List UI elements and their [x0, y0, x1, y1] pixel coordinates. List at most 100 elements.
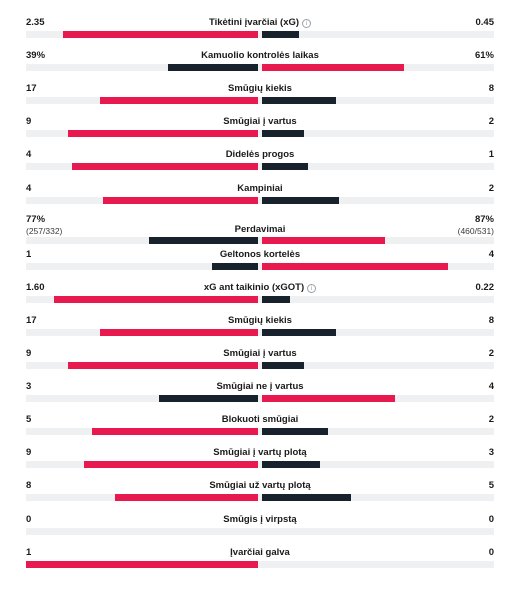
stat-label-text: Įvarčiai galva: [230, 546, 290, 558]
home-value: 39%: [26, 50, 46, 62]
away-bar: [262, 236, 386, 244]
away-value: 4: [488, 381, 494, 393]
stat-label-text: Blokuoti smūgiai: [221, 414, 299, 426]
home-value: 9: [26, 116, 32, 128]
stat-bar-track: [26, 97, 494, 105]
stat-bar-track: [26, 163, 494, 171]
away-bar: [262, 130, 305, 138]
stat-label-text: Smūgiai ne į vartus: [216, 381, 304, 393]
stat-label-text: Didelės progos: [225, 149, 295, 161]
home-bar: [167, 64, 258, 72]
stat-row: 1 0 Įvarčiai galva: [26, 547, 494, 575]
away-bar: [262, 328, 337, 336]
away-bar: [262, 428, 329, 436]
away-value: 3: [488, 447, 494, 459]
home-bar: [26, 560, 258, 568]
stat-bar-track: [26, 328, 494, 336]
stat-label-text: Smūgių kiekis: [228, 314, 292, 326]
home-value: 9: [26, 348, 32, 359]
home-bar: [100, 328, 258, 336]
stat-label: Smūgiai į vartus: [26, 116, 494, 127]
home-bar: [100, 97, 258, 105]
home-value: 1: [26, 546, 32, 558]
stat-label: xG ant taikinio (xGOT) i: [26, 282, 494, 293]
stat-row: 1 4 Geltonos kortelės: [26, 249, 494, 277]
stat-bar-track: [26, 428, 494, 436]
stat-bar-track: [26, 64, 494, 72]
stat-row: 77% 87% (257/332) (460/531) Perdavimai: [26, 213, 494, 244]
home-bar: [68, 130, 258, 138]
stat-label-text: Geltonos kortelės: [219, 248, 301, 260]
stat-bar-track: [26, 395, 494, 403]
stat-bar-track: [26, 31, 494, 38]
stat-row: 17 8 Smūgių kiekis: [26, 83, 494, 111]
away-value: 5: [488, 480, 494, 492]
stat-bar-track: [26, 362, 494, 369]
info-icon[interactable]: i: [302, 19, 312, 28]
stat-bar-track: [26, 560, 494, 568]
home-bar: [63, 31, 258, 38]
home-value: 5: [26, 414, 32, 426]
away-value: 0.22: [475, 281, 495, 293]
stat-row: 4 1 Didelės progos: [26, 149, 494, 177]
away-bar: [262, 163, 309, 171]
stat-bar-track: [26, 461, 494, 469]
away-bar: [262, 262, 448, 270]
stat-label: Tikėtini įvarčiai (xG) i: [26, 17, 494, 28]
home-bar: [115, 494, 258, 502]
home-value: 17: [26, 83, 37, 95]
stat-label-text: Smūgiai už vartų plotą: [209, 480, 311, 492]
stat-row: 2.35 0.45 Tikėtini įvarčiai (xG) i: [26, 17, 494, 45]
stat-label: Įvarčiai galva: [26, 547, 494, 558]
away-value: 0: [488, 546, 494, 558]
stat-bar-track: [26, 295, 494, 303]
stat-row: 9 2 Smūgiai į vartus: [26, 348, 494, 376]
away-value: 8: [488, 83, 494, 95]
stat-bar-track: [26, 236, 494, 244]
stat-label: Blokuoti smūgiai: [26, 414, 494, 425]
home-bar: [84, 461, 258, 469]
stat-bar-track: [26, 196, 494, 204]
home-value: 17: [26, 314, 37, 326]
home-bar: [103, 196, 258, 204]
away-bar: [262, 196, 340, 204]
stat-row: 5 2 Blokuoti smūgiai: [26, 414, 494, 442]
home-value: 9: [26, 447, 32, 459]
info-icon[interactable]: i: [307, 283, 317, 293]
stat-label: Kamuolio kontrolės laikas: [26, 50, 494, 61]
away-value: 2: [488, 116, 494, 128]
stat-label: Smūgių kiekis: [26, 315, 494, 326]
away-value: 87%: [474, 213, 494, 225]
away-value: 1: [488, 149, 494, 161]
away-bar: [262, 31, 300, 38]
stat-row: 39% 61% Kamuolio kontrolės laikas: [26, 50, 494, 78]
stat-label: Smūgiai ne į vartus: [26, 381, 494, 392]
home-value: 0: [26, 513, 32, 525]
stat-label-text: Smūgių kiekis: [228, 83, 292, 95]
stat-label-text: Perdavimai: [234, 223, 286, 235]
away-bar: [262, 64, 404, 72]
stat-label-text: Smūgiai į vartus: [223, 348, 297, 359]
home-value: 4: [26, 182, 32, 194]
stat-label-text: Smūgis į virpstą: [223, 513, 297, 525]
stat-label: Didelės progos: [26, 149, 494, 160]
home-value: 2.35: [26, 17, 45, 28]
home-bar: [158, 395, 258, 403]
stat-bar-track: [26, 494, 494, 502]
away-value: 4: [488, 248, 494, 260]
away-bar: [262, 362, 305, 369]
stat-bar-track: [26, 262, 494, 270]
away-value: 61%: [474, 50, 494, 62]
stat-row: 8 5 Smūgiai už vartų plotą: [26, 480, 494, 508]
away-value: 2: [488, 414, 494, 426]
away-value: 2: [488, 348, 494, 359]
away-bar: [262, 395, 395, 403]
stat-row: 0 0 Smūgis į virpstą: [26, 514, 494, 542]
home-bar: [211, 262, 258, 270]
home-bar: [72, 163, 258, 171]
stat-bar-track: [26, 527, 494, 535]
away-bar: [262, 494, 352, 502]
stat-label: Kampiniai: [26, 183, 494, 194]
stat-label-text: Smūgiai į vartus: [223, 116, 297, 128]
